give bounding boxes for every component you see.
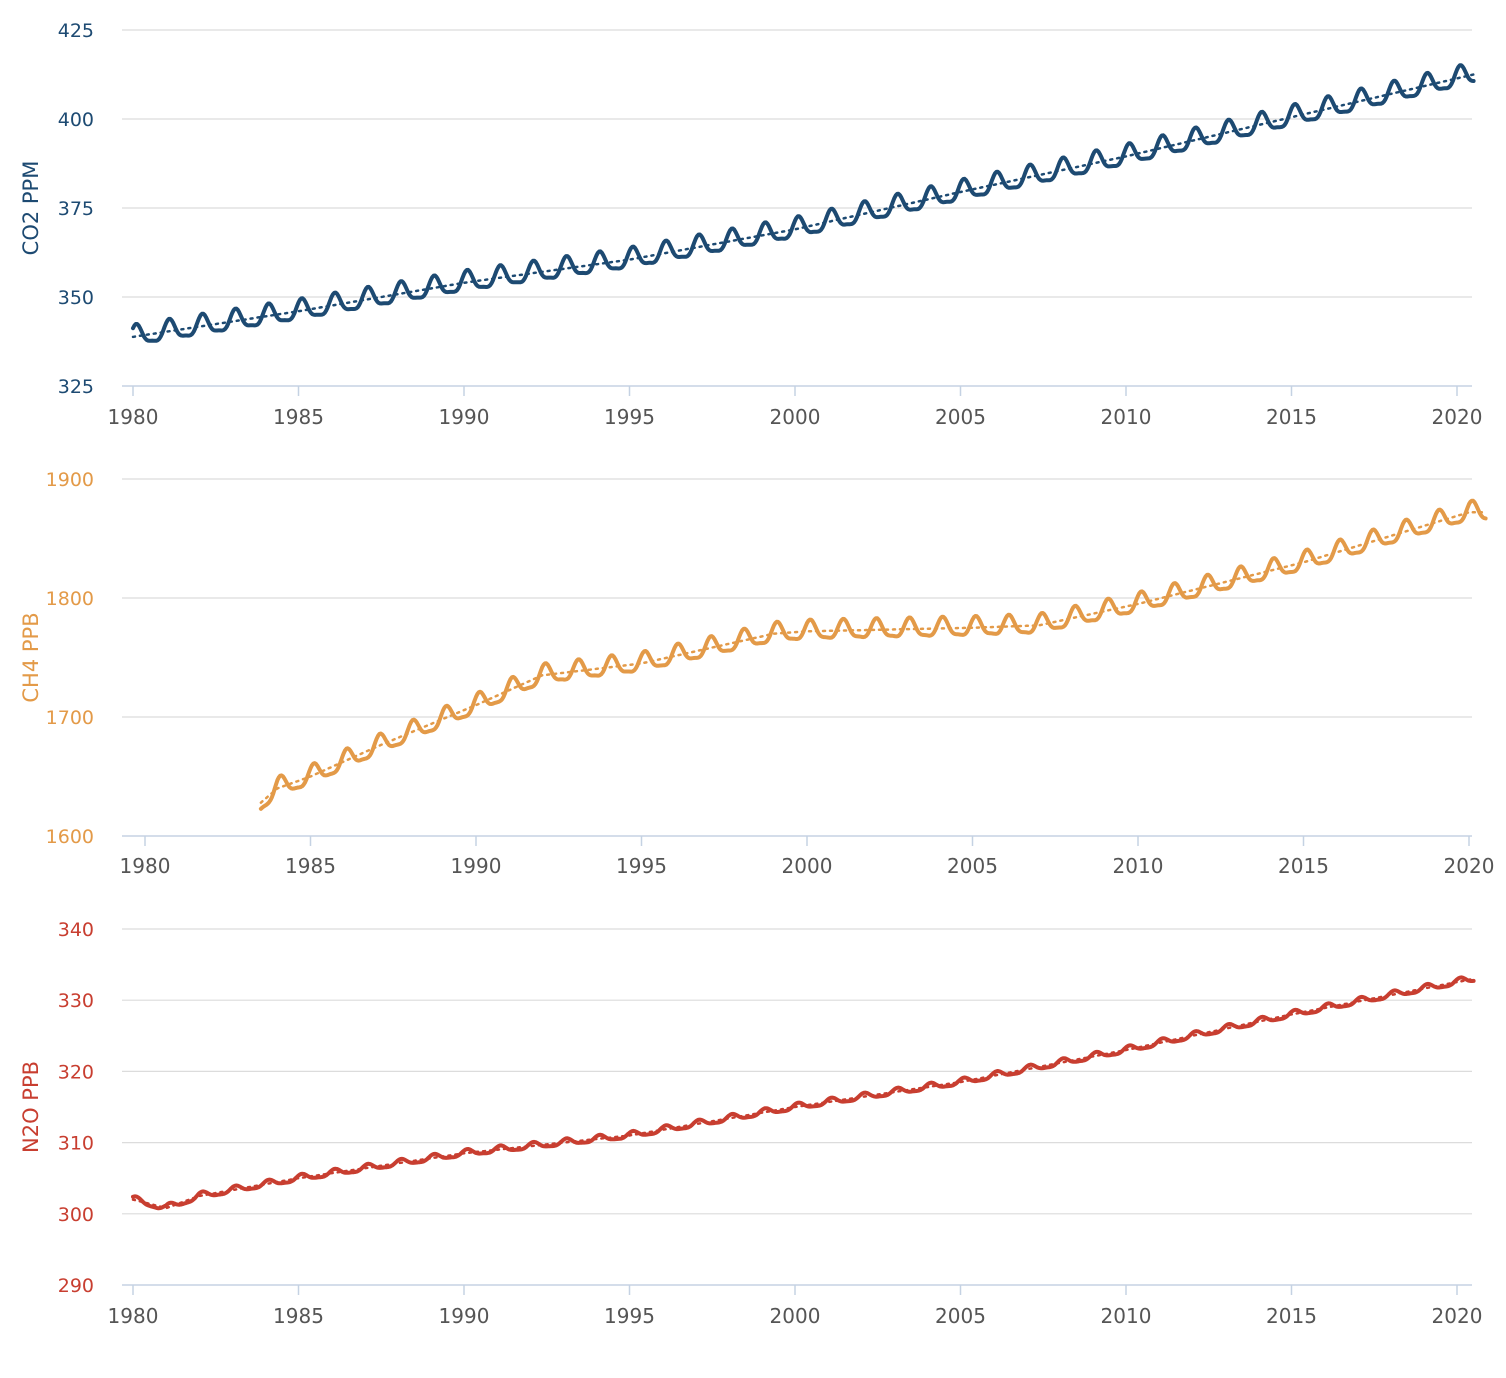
n2o-x-tick-label: 1990 <box>439 1304 490 1328</box>
co2-y-axis-label: CO2 PPM <box>19 161 43 256</box>
co2-chart-panel: 325 350 375 400 425 1980 1985 1990 1995 2000 2005 2… <box>19 20 1482 429</box>
n2o-series-monthly-line <box>131 975 1476 1211</box>
ch4-series-monthly-line <box>258 498 1488 811</box>
ch4-x-tick-label: 2005 <box>947 854 998 878</box>
co2-x-tick-label: 2015 <box>1266 405 1317 429</box>
ch4-y-tick-label: 1800 <box>46 588 94 610</box>
n2o-x-tick-label: 1985 <box>273 1304 324 1328</box>
co2-y-tick-label: 400 <box>58 109 94 131</box>
co2-x-tick-label: 1980 <box>108 405 159 429</box>
ch4-series-trend-line <box>259 511 1487 804</box>
co2-x-tick-label: 2010 <box>1101 405 1152 429</box>
n2o-y-tick-label: 290 <box>58 1275 94 1297</box>
n2o-x-tick-label: 2005 <box>935 1304 986 1328</box>
n2o-series-trend-line <box>131 977 1475 1210</box>
co2-x-tick-label: 2000 <box>770 405 821 429</box>
ch4-y-tick-label: 1900 <box>46 469 94 491</box>
ch4-y-axis-label: CH4 PPB <box>19 612 43 702</box>
n2o-x-tick-label: 1980 <box>108 1304 159 1328</box>
co2-y-tick-label: 425 <box>58 20 94 42</box>
n2o-y-tick-label: 310 <box>58 1133 94 1155</box>
ch4-x-tick-label: 2015 <box>1278 854 1329 878</box>
ch4-x-tick-label: 1990 <box>451 854 502 878</box>
ch4-y-tick-label: 1600 <box>46 826 94 848</box>
ch4-x-tick-label: 1995 <box>616 854 667 878</box>
co2-series-monthly-line <box>131 63 1476 343</box>
n2o-x-tick-label: 1995 <box>604 1304 655 1328</box>
co2-y-tick-label: 375 <box>58 198 94 220</box>
co2-x-tick-label: 1995 <box>604 405 655 429</box>
ch4-chart-panel: 1600 1700 1800 1900 1980 1985 1990 1995 2000 2005… <box>19 469 1494 878</box>
ch4-y-tick-label: 1700 <box>46 707 94 729</box>
co2-y-tick-label: 325 <box>58 376 94 398</box>
ch4-x-tick-label: 2010 <box>1113 854 1164 878</box>
n2o-y-tick-label: 320 <box>58 1061 94 1083</box>
co2-x-tick-label: 2005 <box>935 405 986 429</box>
co2-y-tick-label: 350 <box>58 287 94 309</box>
co2-x-tick-label: 2020 <box>1432 405 1483 429</box>
n2o-x-tick-label: 2020 <box>1432 1304 1483 1328</box>
co2-series-trend-line <box>131 73 1475 339</box>
n2o-y-tick-label: 340 <box>58 919 94 941</box>
n2o-x-tick-label: 2010 <box>1101 1304 1152 1328</box>
ch4-x-tick-label: 1985 <box>285 854 336 878</box>
n2o-chart-panel: 290 300 310 320 330 340 1980 1985 1990 1995 2000 20… <box>19 919 1482 1328</box>
co2-x-tick-label: 1985 <box>273 405 324 429</box>
co2-x-tick-label: 1990 <box>439 405 490 429</box>
n2o-y-axis-label: N2O PPB <box>19 1061 43 1153</box>
ch4-x-tick-label: 1980 <box>120 854 171 878</box>
n2o-y-tick-label: 330 <box>58 990 94 1012</box>
ch4-x-tick-label: 2020 <box>1444 854 1495 878</box>
n2o-x-tick-label: 2000 <box>770 1304 821 1328</box>
n2o-y-tick-label: 300 <box>58 1204 94 1226</box>
n2o-x-tick-label: 2015 <box>1266 1304 1317 1328</box>
ch4-x-tick-label: 2000 <box>782 854 833 878</box>
